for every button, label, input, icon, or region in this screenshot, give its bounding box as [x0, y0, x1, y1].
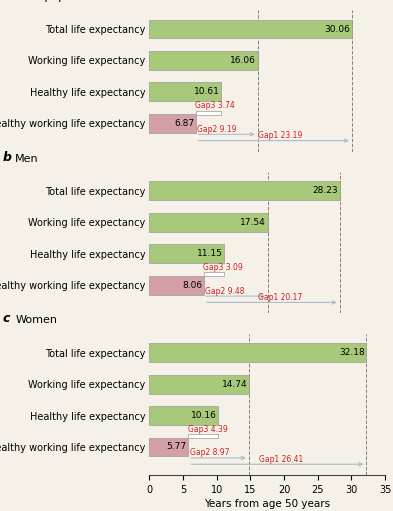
Bar	[149, 51, 257, 70]
X-axis label: Years from age 50 years: Years from age 50 years	[204, 499, 330, 509]
Text: Total population: Total population	[15, 0, 104, 2]
Text: Women: Women	[15, 315, 57, 326]
Bar	[149, 213, 268, 231]
Bar	[149, 19, 352, 38]
Bar	[149, 82, 221, 101]
Text: 16.06: 16.06	[230, 56, 256, 65]
Text: c: c	[2, 312, 10, 326]
Text: b: b	[2, 151, 11, 164]
Text: 32.18: 32.18	[339, 348, 365, 357]
Text: 5.77: 5.77	[167, 443, 187, 451]
Text: 6.87: 6.87	[174, 119, 194, 128]
Text: 11.15: 11.15	[197, 249, 223, 258]
Bar	[149, 375, 249, 393]
Bar	[149, 244, 224, 263]
Bar	[196, 110, 221, 114]
Text: Gap1 26.41: Gap1 26.41	[259, 455, 304, 463]
Text: 30.06: 30.06	[325, 25, 351, 34]
Bar	[204, 272, 224, 276]
Text: 14.74: 14.74	[222, 380, 247, 389]
Text: 8.06: 8.06	[182, 281, 202, 290]
Bar	[188, 434, 218, 438]
Text: Gap2 9.19: Gap2 9.19	[197, 125, 237, 134]
Text: 28.23: 28.23	[312, 187, 338, 195]
Text: Gap3 3.09: Gap3 3.09	[203, 263, 243, 272]
Text: 10.61: 10.61	[194, 87, 219, 97]
Text: 17.54: 17.54	[241, 218, 266, 227]
Text: Gap2 9.48: Gap2 9.48	[205, 287, 244, 295]
Text: 10.16: 10.16	[191, 411, 217, 420]
Bar	[149, 276, 204, 294]
Text: Gap1 23.19: Gap1 23.19	[258, 131, 302, 140]
Bar	[149, 114, 196, 133]
Text: Gap3 4.39: Gap3 4.39	[187, 425, 227, 434]
Bar	[149, 406, 218, 425]
Text: Gap3 3.74: Gap3 3.74	[195, 102, 235, 110]
Text: a: a	[2, 0, 11, 2]
Bar	[149, 437, 188, 456]
Text: Gap2 8.97: Gap2 8.97	[189, 448, 229, 457]
Text: Men: Men	[15, 153, 39, 164]
Text: Gap1 20.17: Gap1 20.17	[258, 293, 302, 302]
Bar	[149, 343, 366, 362]
Bar	[149, 181, 340, 200]
